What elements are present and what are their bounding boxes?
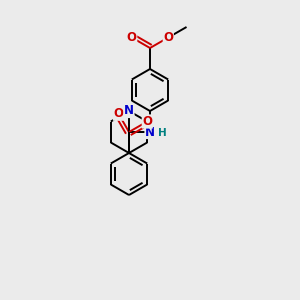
- Text: O: O: [127, 31, 137, 44]
- Text: O: O: [113, 107, 124, 120]
- Text: H: H: [158, 128, 167, 138]
- Text: O: O: [142, 115, 152, 128]
- Text: O: O: [163, 31, 173, 44]
- Text: N: N: [145, 125, 155, 139]
- Text: N: N: [124, 104, 134, 118]
